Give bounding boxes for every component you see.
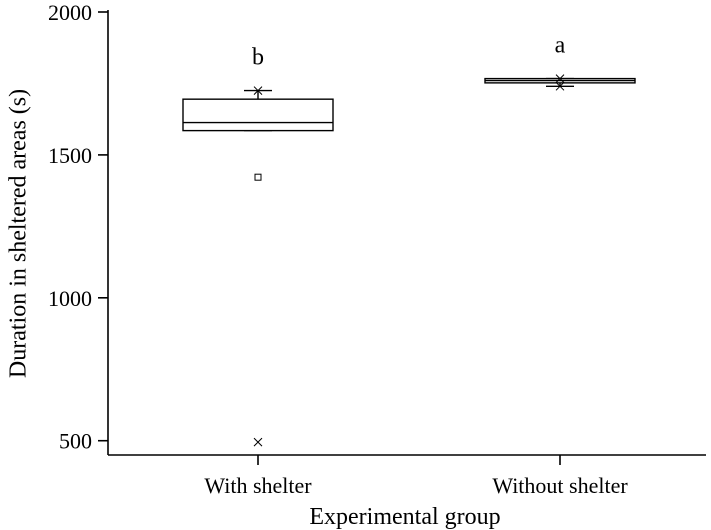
outlier-cross-marker [555, 81, 565, 91]
cross-stroke [555, 74, 565, 83]
x-tick-label: Without shelter [492, 473, 628, 498]
y-tick-label: 1500 [48, 143, 92, 168]
box-group: b [182, 45, 334, 447]
axes [107, 10, 706, 456]
box-group: a [484, 33, 636, 91]
outlier-square-marker [254, 173, 262, 181]
significance-letter: b [252, 45, 264, 71]
y-tick-label: 1000 [48, 286, 92, 311]
x-tick-label: With shelter [204, 473, 312, 498]
y-axis-title: Duration in sheltered areas (s) [6, 89, 32, 378]
outlier-cross-marker [253, 437, 263, 447]
cross-stroke [253, 437, 263, 447]
x-axis-title: Experimental group [309, 504, 500, 530]
x-ticks: With shelter Without shelter [204, 455, 628, 498]
y-tick-label: 500 [59, 429, 92, 454]
outlier-cross-marker [253, 86, 263, 95]
cross-stroke [555, 81, 565, 91]
cross-stroke [253, 86, 263, 95]
outlier-cross-marker [555, 74, 565, 83]
box-iqr [182, 98, 334, 132]
y-tick-label: 2000 [48, 0, 92, 25]
y-ticks: 500 1000 1500 2000 [48, 0, 108, 454]
significance-letter: a [555, 33, 566, 59]
